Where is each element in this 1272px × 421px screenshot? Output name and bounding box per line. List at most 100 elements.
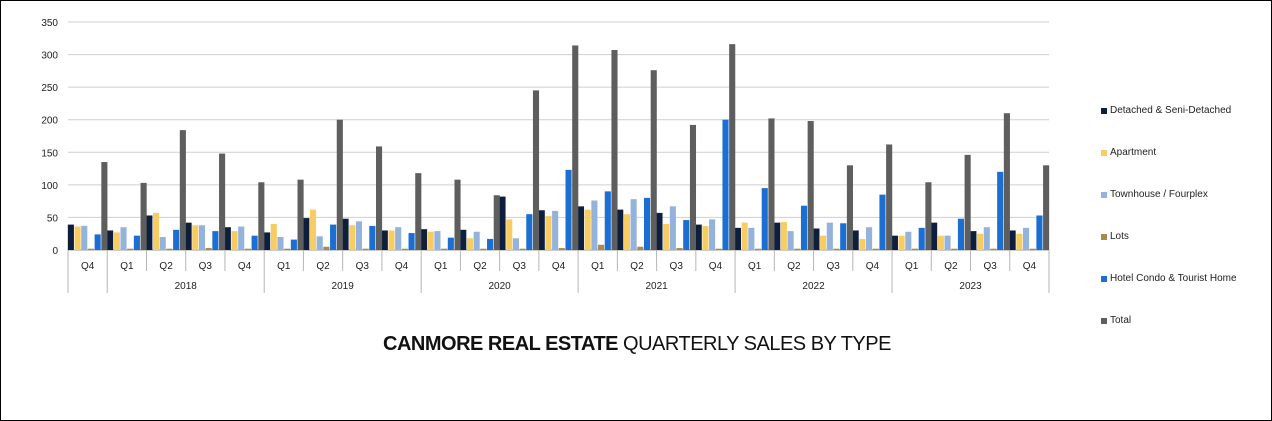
category-label-10: Q2 [473, 261, 487, 272]
bar-detached-seni-detached-13 [577, 206, 585, 250]
bar-detached-seni-detached-18 [774, 222, 781, 250]
category-label-4: Q4 [238, 261, 252, 272]
y-tick-label-200: 200 [41, 116, 58, 127]
bar-total-9 [454, 179, 461, 250]
year-label-2018: 2018 [175, 281, 198, 292]
y-tick-label-250: 250 [41, 83, 58, 94]
bar-apartment-19 [820, 235, 827, 250]
bar-lots-20 [872, 248, 879, 250]
bar-lots-3 [205, 248, 212, 250]
legend-label: Total [1110, 315, 1132, 326]
bar-apartment-8 [388, 230, 395, 250]
bar-apartment-17 [741, 222, 748, 250]
legend-swatch [1101, 234, 1107, 240]
legend-swatch [1101, 276, 1107, 282]
bar-townhouse-fourplex-3 [198, 225, 206, 250]
bar-apartment-1 [113, 232, 120, 250]
category-label-1: Q1 [120, 261, 134, 272]
bar-lots-19 [833, 248, 840, 250]
bar-apartment-4 [231, 231, 238, 250]
bar-townhouse-fourplex-6 [316, 236, 323, 250]
category-label-14: Q2 [630, 261, 644, 272]
bar-detached-seni-detached-23 [970, 231, 977, 250]
category-label-3: Q3 [199, 261, 213, 272]
bar-total-0 [101, 162, 108, 250]
bar-apartment-7 [349, 225, 356, 250]
bar-apartment-13 [584, 209, 591, 250]
bar-lots-7 [362, 248, 369, 250]
bar-hotel-condo-tourist-home-20 [879, 194, 886, 250]
bar-lots-0 [87, 248, 95, 250]
year-label-2019: 2019 [332, 281, 355, 292]
category-label-2: Q2 [159, 261, 173, 272]
bar-hotel-condo-tourist-home-7 [369, 225, 376, 250]
bar-lots-6 [323, 246, 330, 250]
bar-hotel-condo-tourist-home-13 [604, 191, 611, 250]
legend-item-lots: Lots [1101, 231, 1271, 273]
bar-detached-seni-detached-8 [381, 230, 388, 250]
bar-townhouse-fourplex-0 [81, 225, 88, 250]
bar-total-4 [258, 182, 265, 250]
bar-hotel-condo-tourist-home-19 [840, 223, 847, 250]
bar-detached-seni-detached-4 [224, 227, 231, 250]
bar-apartment-9 [427, 231, 434, 250]
legend-item-apartment: Apartment [1101, 147, 1271, 189]
bar-total-18 [807, 121, 814, 250]
bar-townhouse-fourplex-14 [630, 199, 637, 250]
bar-hotel-condo-tourist-home-14 [643, 197, 651, 250]
bar-lots-10 [480, 248, 487, 250]
bar-total-15 [689, 124, 697, 250]
chart-title: CANMORE REAL ESTATE QUARTERLY SALES BY T… [1, 333, 1272, 356]
bar-lots-22 [951, 248, 958, 250]
category-label-21: Q1 [905, 261, 919, 272]
category-label-6: Q2 [316, 261, 330, 272]
bar-lots-9 [441, 248, 448, 250]
bar-townhouse-fourplex-1 [120, 227, 127, 250]
bar-apartment-3 [192, 225, 199, 250]
bar-total-19 [846, 165, 853, 250]
bar-apartment-12 [545, 216, 552, 250]
category-label-7: Q3 [356, 261, 370, 272]
category-label-5: Q1 [277, 261, 291, 272]
bar-hotel-condo-tourist-home-1 [133, 235, 140, 250]
bar-lots-4 [244, 248, 251, 250]
bar-apartment-23 [977, 233, 984, 250]
bar-detached-seni-detached-19 [813, 228, 820, 250]
bar-detached-seni-detached-17 [734, 227, 741, 250]
bar-apartment-24 [1016, 233, 1023, 250]
bar-townhouse-fourplex-5 [277, 236, 284, 250]
y-tick-label-150: 150 [41, 148, 58, 159]
category-label-0: Q4 [81, 261, 95, 272]
bar-detached-seni-detached-22 [931, 222, 938, 250]
bar-apartment-10 [466, 238, 474, 250]
bar-total-17 [768, 118, 775, 250]
y-tick-label-300: 300 [41, 51, 58, 62]
bar-hotel-condo-tourist-home-22 [957, 218, 964, 250]
bar-total-14 [650, 70, 657, 250]
bar-hotel-condo-tourist-home-6 [330, 224, 337, 250]
year-label-2023: 2023 [959, 281, 982, 292]
legend-label: Hotel Condo & Tourist Home [1110, 273, 1237, 284]
bar-townhouse-fourplex-15 [669, 206, 676, 250]
bar-detached-seni-detached-15 [656, 212, 663, 250]
bar-lots-24 [1029, 248, 1036, 250]
bar-apartment-2 [153, 212, 160, 250]
bar-townhouse-fourplex-20 [866, 227, 873, 250]
bar-detached-seni-detached-5 [264, 232, 271, 250]
legend: Detached & Seni-Detached Apartment Townhou… [1101, 105, 1271, 357]
bar-hotel-condo-tourist-home-5 [290, 239, 297, 250]
bar-townhouse-fourplex-18 [787, 231, 794, 250]
bar-detached-seni-detached-16 [695, 224, 702, 250]
category-label-8: Q4 [395, 261, 409, 272]
bar-apartment-5 [270, 223, 277, 250]
bar-apartment-20 [859, 238, 866, 250]
legend-swatch [1101, 318, 1107, 324]
bar-townhouse-fourplex-13 [591, 200, 598, 250]
legend-swatch [1101, 150, 1107, 156]
legend-label: Townhouse / Fourplex [1110, 189, 1208, 200]
category-label-18: Q2 [787, 261, 801, 272]
bar-hotel-condo-tourist-home-11 [526, 214, 533, 250]
category-label-16: Q4 [709, 261, 723, 272]
bar-hotel-condo-tourist-home-18 [800, 205, 808, 250]
